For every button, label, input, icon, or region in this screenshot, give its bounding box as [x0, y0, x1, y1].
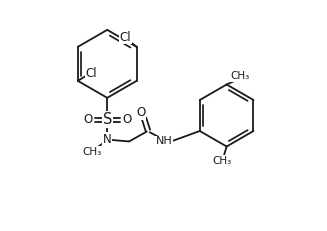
Text: CH₃: CH₃ [83, 147, 102, 157]
Text: CH₃: CH₃ [230, 71, 249, 82]
Text: N: N [103, 133, 112, 146]
Text: NH: NH [156, 136, 173, 146]
Text: Cl: Cl [85, 67, 97, 80]
Text: CH₃: CH₃ [213, 156, 232, 166]
Text: O: O [122, 113, 131, 126]
Text: S: S [103, 112, 112, 127]
Text: O: O [83, 113, 92, 126]
Text: Cl: Cl [119, 31, 131, 44]
Text: O: O [136, 106, 146, 119]
